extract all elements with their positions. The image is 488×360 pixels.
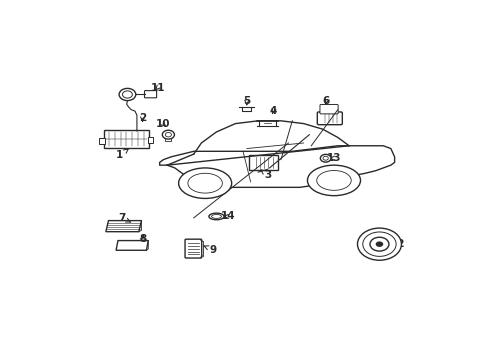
Text: 14: 14 — [220, 211, 235, 221]
Circle shape — [165, 132, 171, 137]
Polygon shape — [105, 221, 141, 232]
Circle shape — [122, 91, 132, 98]
Circle shape — [320, 154, 330, 162]
FancyBboxPatch shape — [99, 138, 105, 144]
Circle shape — [162, 130, 174, 139]
FancyBboxPatch shape — [147, 137, 153, 143]
Circle shape — [375, 242, 383, 247]
Ellipse shape — [211, 215, 221, 219]
Text: 1: 1 — [116, 149, 128, 161]
Polygon shape — [116, 240, 148, 250]
Text: 9: 9 — [203, 245, 216, 255]
Text: 4: 4 — [269, 106, 277, 116]
FancyBboxPatch shape — [249, 155, 277, 170]
Text: 2: 2 — [139, 113, 146, 123]
FancyBboxPatch shape — [165, 138, 171, 141]
Text: 6: 6 — [322, 96, 329, 107]
Text: 3: 3 — [261, 170, 271, 180]
FancyBboxPatch shape — [319, 104, 338, 114]
Circle shape — [323, 156, 327, 160]
Circle shape — [362, 232, 395, 256]
Ellipse shape — [307, 165, 360, 196]
Text: 7: 7 — [118, 213, 130, 223]
Circle shape — [357, 228, 401, 260]
Circle shape — [369, 237, 388, 251]
Ellipse shape — [316, 171, 350, 190]
FancyBboxPatch shape — [103, 130, 149, 148]
Text: 10: 10 — [155, 118, 170, 129]
FancyBboxPatch shape — [184, 239, 202, 258]
Text: 12: 12 — [390, 239, 405, 249]
Text: 8: 8 — [139, 234, 146, 244]
Circle shape — [119, 89, 136, 100]
Text: 5: 5 — [243, 96, 250, 107]
Text: 13: 13 — [326, 153, 341, 163]
Ellipse shape — [187, 173, 222, 193]
Ellipse shape — [178, 168, 231, 198]
FancyBboxPatch shape — [144, 91, 156, 98]
Ellipse shape — [208, 213, 224, 220]
FancyBboxPatch shape — [317, 112, 342, 125]
Text: 11: 11 — [150, 82, 164, 93]
